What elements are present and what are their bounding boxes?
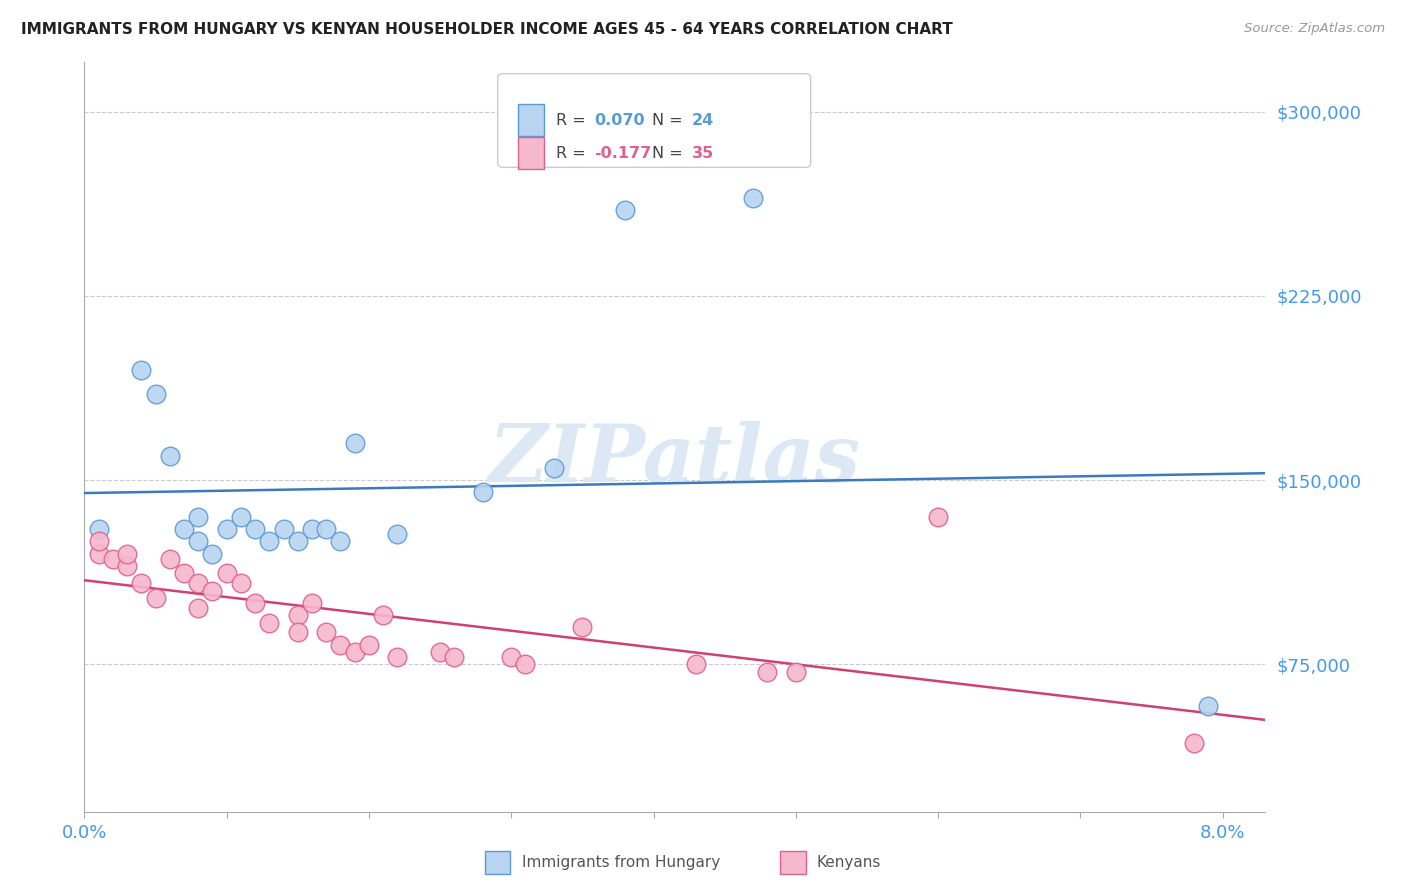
Point bbox=[343, 645, 366, 659]
Point bbox=[515, 657, 537, 672]
Point bbox=[101, 551, 124, 566]
Point bbox=[756, 665, 779, 679]
Text: IMMIGRANTS FROM HUNGARY VS KENYAN HOUSEHOLDER INCOME AGES 45 - 64 YEARS CORRELAT: IMMIGRANTS FROM HUNGARY VS KENYAN HOUSEH… bbox=[21, 22, 953, 37]
Point bbox=[173, 522, 195, 536]
Point bbox=[315, 625, 337, 640]
Point bbox=[129, 576, 152, 591]
Point bbox=[685, 657, 707, 672]
Point bbox=[87, 534, 110, 549]
Point bbox=[1198, 699, 1220, 714]
Point bbox=[187, 600, 209, 615]
Text: Immigrants from Hungary: Immigrants from Hungary bbox=[522, 855, 720, 870]
Text: 35: 35 bbox=[692, 145, 714, 161]
Point bbox=[229, 510, 252, 524]
Point bbox=[387, 527, 409, 541]
Point bbox=[301, 522, 323, 536]
Point bbox=[87, 522, 110, 536]
Point bbox=[187, 510, 209, 524]
Point bbox=[243, 522, 266, 536]
Bar bbox=[517, 137, 544, 169]
Point bbox=[785, 665, 807, 679]
Point bbox=[287, 608, 309, 623]
Text: N =: N = bbox=[652, 112, 689, 128]
Point bbox=[115, 559, 138, 574]
Point bbox=[287, 625, 309, 640]
Point bbox=[471, 485, 494, 500]
Text: N =: N = bbox=[652, 145, 689, 161]
Text: Kenyans: Kenyans bbox=[817, 855, 882, 870]
Point bbox=[201, 547, 224, 561]
Point bbox=[187, 534, 209, 549]
Bar bbox=[780, 851, 806, 874]
Bar bbox=[517, 104, 544, 136]
Text: 0.070: 0.070 bbox=[595, 112, 645, 128]
Point bbox=[159, 551, 181, 566]
Point bbox=[742, 190, 765, 204]
Point bbox=[259, 534, 281, 549]
Point bbox=[201, 583, 224, 598]
Point bbox=[343, 436, 366, 450]
Point bbox=[387, 649, 409, 664]
Point bbox=[187, 576, 209, 591]
Text: ZIPatlas: ZIPatlas bbox=[489, 421, 860, 499]
Point bbox=[145, 387, 167, 401]
Point bbox=[329, 638, 352, 652]
Point bbox=[543, 460, 565, 475]
Text: R =: R = bbox=[555, 112, 591, 128]
Point bbox=[287, 534, 309, 549]
Point bbox=[145, 591, 167, 605]
Text: 24: 24 bbox=[692, 112, 714, 128]
Point bbox=[215, 566, 238, 581]
Text: -0.177: -0.177 bbox=[595, 145, 652, 161]
Point bbox=[243, 596, 266, 610]
Point bbox=[429, 645, 451, 659]
Point bbox=[115, 547, 138, 561]
Point bbox=[87, 547, 110, 561]
FancyBboxPatch shape bbox=[498, 74, 811, 168]
Point bbox=[173, 566, 195, 581]
Point bbox=[927, 510, 949, 524]
Point bbox=[159, 449, 181, 463]
Point bbox=[273, 522, 295, 536]
Point bbox=[614, 202, 637, 217]
Point bbox=[443, 649, 465, 664]
Point bbox=[1182, 736, 1205, 750]
Point bbox=[229, 576, 252, 591]
Point bbox=[373, 608, 395, 623]
Point bbox=[571, 620, 593, 634]
Point bbox=[215, 522, 238, 536]
Point bbox=[501, 649, 523, 664]
Text: Source: ZipAtlas.com: Source: ZipAtlas.com bbox=[1244, 22, 1385, 36]
Bar bbox=[485, 851, 510, 874]
Point bbox=[357, 638, 380, 652]
Point bbox=[329, 534, 352, 549]
Point bbox=[315, 522, 337, 536]
Point bbox=[129, 362, 152, 376]
Point bbox=[259, 615, 281, 630]
Text: R =: R = bbox=[555, 145, 591, 161]
Point bbox=[301, 596, 323, 610]
